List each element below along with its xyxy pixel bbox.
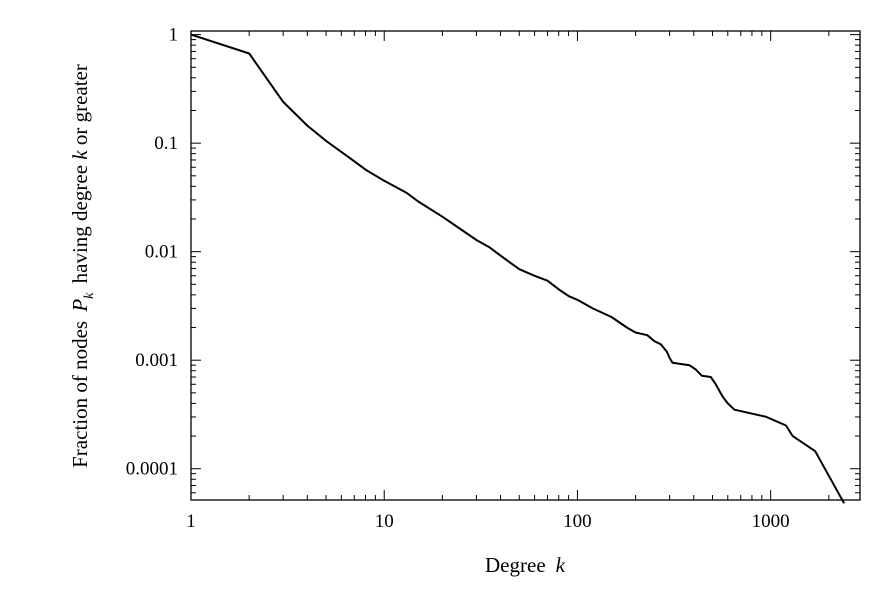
series-line: [190, 33, 845, 504]
y-tick-label: 0.1: [154, 133, 178, 154]
x-axis-title-var: k: [556, 553, 566, 577]
series-layer: [190, 33, 845, 504]
plot-frame: [190, 30, 861, 501]
y-tick-label: 0.0001: [126, 459, 178, 480]
x-tick-label: 1: [186, 511, 196, 532]
y-axis-title-var2: k: [68, 150, 92, 160]
minor-ticks: [191, 31, 860, 500]
x-tick-label: 1000: [752, 511, 790, 532]
y-tick-labels: 1 0.1 0.01 0.001 0.0001: [126, 25, 178, 480]
y-axis-title-sub: k: [82, 292, 97, 299]
major-ticks: [190, 31, 860, 500]
x-axis-title: Degree k: [485, 553, 566, 577]
y-tick-label: 0.001: [135, 350, 178, 371]
x-tick-labels: 1 10 100 1000: [186, 511, 789, 532]
x-axis-title-text: Degree: [485, 553, 546, 577]
y-axis-title-post: or greater: [68, 64, 92, 145]
x-tick-label: 100: [563, 511, 592, 532]
y-tick-label: 1: [169, 25, 179, 46]
y-axis-title-mid: having degree: [68, 165, 92, 283]
x-tick-label: 10: [375, 511, 394, 532]
y-axis-title-pre: Fraction of nodes: [68, 321, 92, 468]
y-axis-title-var: P: [68, 299, 92, 313]
y-axis-title: Fraction of nodes Pk having degree k or …: [68, 64, 98, 468]
y-tick-label: 0.01: [145, 242, 178, 263]
